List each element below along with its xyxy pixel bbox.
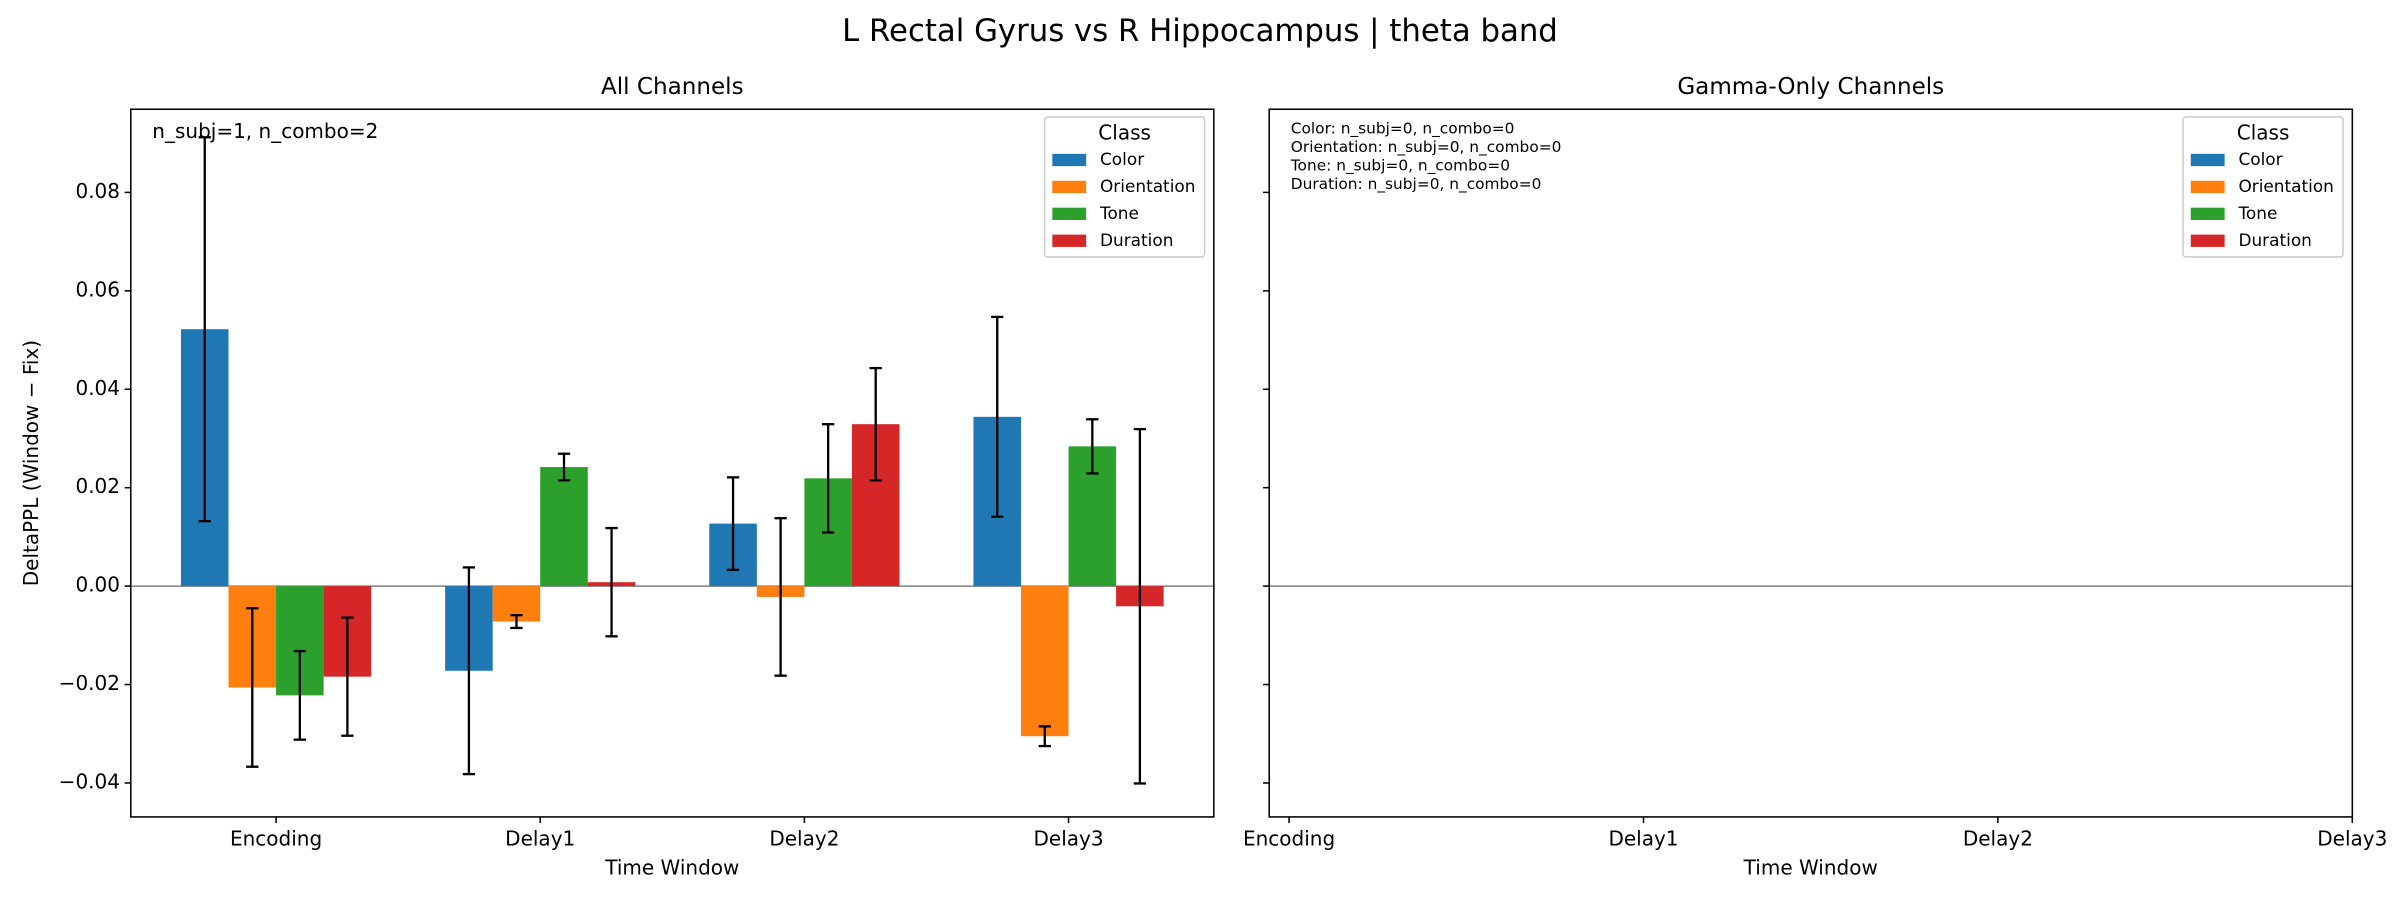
legend-swatch: [2190, 153, 2225, 167]
annotation: Orientation: n_subj=0, n_combo=0: [1291, 138, 1562, 157]
legend-label: Tone: [2237, 203, 2277, 223]
x-tick-label: Delay3: [1034, 826, 1104, 850]
legend-swatch: [1052, 234, 1087, 247]
error-bar: [1086, 418, 1099, 475]
axes-frame: [1268, 108, 2354, 818]
y-tick-label: 0.00: [75, 573, 120, 597]
annotation: Color: n_subj=0, n_combo=0: [1291, 120, 1515, 139]
y-tick-label: 0.06: [75, 277, 120, 301]
legend-label: Orientation: [1100, 176, 1195, 196]
legend-title: Class: [2237, 120, 2290, 144]
legend-label: Tone: [1099, 203, 1139, 223]
error-bar: [293, 649, 306, 741]
bar: [1021, 586, 1069, 737]
error-bar: [341, 616, 354, 737]
legend-title: Class: [1098, 120, 1151, 144]
chart-title: Gamma-Only Channels: [1677, 74, 1944, 100]
error-bar: [510, 613, 523, 630]
error-bar: [246, 607, 259, 768]
y-tick-label: 0.02: [75, 474, 120, 498]
legend-swatch: [1052, 153, 1087, 167]
legend-swatch: [2190, 207, 2225, 220]
legend-label: Duration: [1100, 230, 1173, 250]
legend-label: Orientation: [2238, 176, 2333, 196]
chart-title: All Channels: [601, 74, 744, 100]
annotation: Duration: n_subj=0, n_combo=0: [1291, 175, 1542, 194]
x-tick-label: Delay2: [769, 826, 839, 850]
error-bar: [1133, 427, 1147, 785]
axes-frame: [130, 108, 1215, 818]
legend-swatch: [1052, 207, 1087, 220]
suptitle: L Rectal Gyrus vs R Hippocampus | theta …: [842, 13, 1558, 49]
x-axis-label: Time Window: [604, 856, 739, 880]
legend-label: Color: [2238, 149, 2282, 169]
error-bar: [1038, 725, 1051, 748]
legend-box: [1043, 116, 1206, 258]
y-tick-label: −0.04: [59, 769, 120, 793]
legend-swatch: [2190, 234, 2225, 247]
legend-label: Duration: [2238, 230, 2311, 250]
error-bar: [605, 526, 618, 638]
y-axis-label: DeltaPPL (Window − Fix): [19, 340, 43, 586]
legend-swatch: [2190, 180, 2225, 194]
legend-label: Color: [1100, 149, 1144, 169]
annotation: n_subj=1, n_combo=2: [152, 119, 378, 143]
y-tick-label: −0.02: [59, 671, 120, 695]
x-tick-label: Encoding: [1243, 826, 1335, 850]
y-tick-label: 0.04: [75, 376, 120, 400]
legend-box: [2182, 116, 2344, 258]
bar: [540, 467, 588, 587]
x-tick-label: Encoding: [230, 826, 322, 850]
error-bar: [991, 315, 1004, 518]
x-tick-label: Delay3: [2317, 826, 2387, 850]
error-bar: [462, 566, 476, 776]
error-bar: [557, 452, 571, 482]
annotation: Tone: n_subj=0, n_combo=0: [1290, 157, 1510, 176]
y-tick-label: 0.08: [75, 179, 120, 203]
legend-swatch: [1052, 180, 1087, 194]
x-tick-label: Delay1: [505, 826, 575, 850]
error-bar: [774, 517, 787, 677]
x-tick-label: Delay2: [1963, 826, 2033, 850]
error-bar: [726, 476, 740, 572]
error-bar: [822, 423, 835, 534]
error-bar: [198, 136, 211, 523]
x-axis-label: Time Window: [1743, 856, 1878, 880]
error-bar: [869, 366, 882, 482]
x-tick-label: Delay1: [1608, 826, 1678, 850]
